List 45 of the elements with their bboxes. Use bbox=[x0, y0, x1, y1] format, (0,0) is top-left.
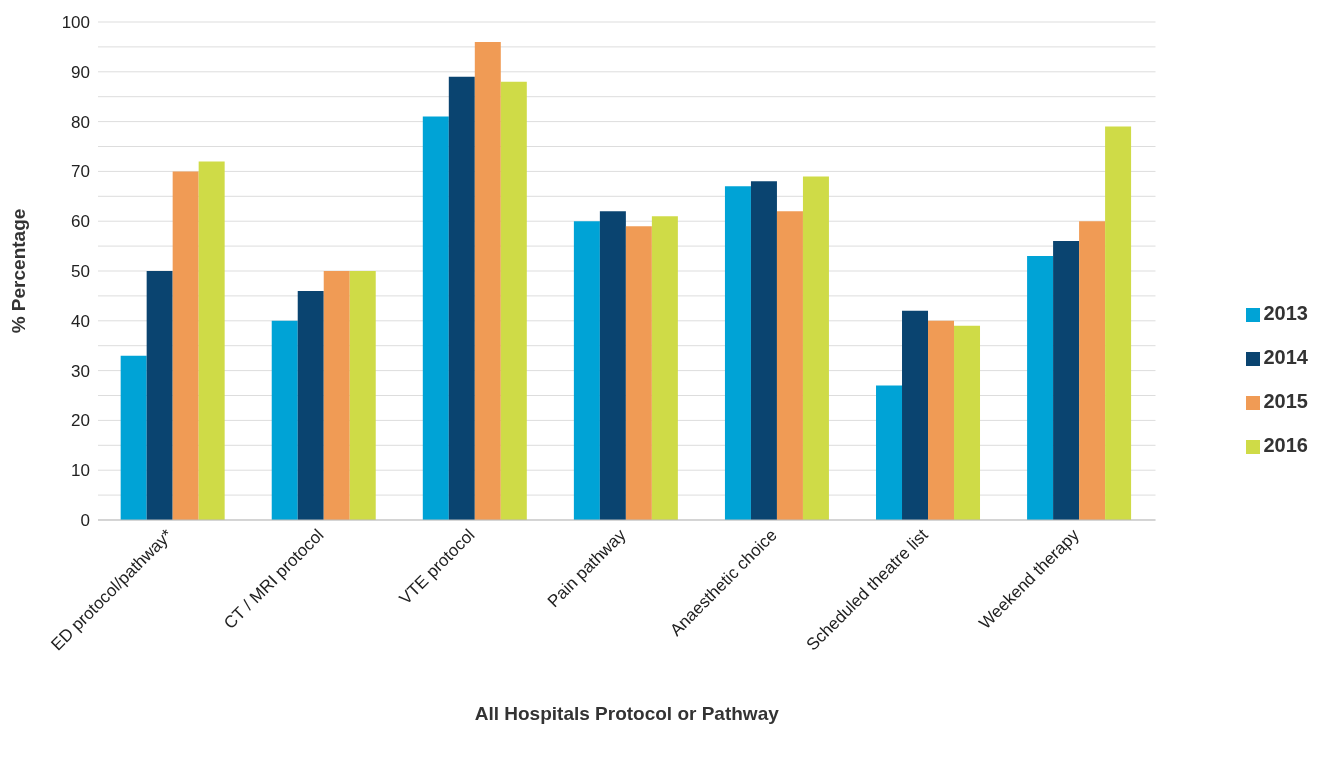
bar bbox=[1105, 126, 1132, 520]
bar bbox=[146, 271, 173, 520]
bar bbox=[1027, 256, 1054, 520]
bar bbox=[1053, 241, 1080, 520]
legend-label: 2014 bbox=[1263, 346, 1308, 368]
legend-label: 2016 bbox=[1263, 434, 1308, 456]
y-tick-label: 0 bbox=[80, 511, 90, 531]
bar bbox=[724, 186, 751, 520]
bar bbox=[954, 325, 981, 520]
y-tick-label: 60 bbox=[71, 212, 90, 232]
y-tick-label: 100 bbox=[61, 13, 90, 33]
bar bbox=[876, 385, 903, 520]
bar bbox=[474, 41, 501, 520]
bar bbox=[120, 355, 147, 520]
bar bbox=[271, 320, 298, 520]
bar bbox=[625, 226, 652, 520]
y-tick-label: 80 bbox=[71, 112, 90, 132]
bar bbox=[651, 216, 678, 520]
y-axis-title: % Percentage bbox=[7, 208, 29, 334]
x-axis-title: All Hospitals Protocol or Pathway bbox=[474, 703, 780, 724]
y-tick-label: 30 bbox=[71, 361, 90, 381]
y-tick-label: 70 bbox=[71, 162, 90, 182]
bar bbox=[750, 181, 777, 520]
y-tick-label: 90 bbox=[71, 62, 90, 82]
bar bbox=[928, 320, 955, 520]
bar bbox=[349, 271, 376, 520]
bar bbox=[198, 161, 225, 520]
bar bbox=[448, 76, 475, 520]
y-tick-label: 50 bbox=[71, 262, 90, 282]
y-tick-label: 40 bbox=[71, 311, 90, 331]
bar bbox=[573, 221, 600, 520]
bar bbox=[599, 211, 626, 520]
y-tick-label: 10 bbox=[71, 461, 90, 481]
bar bbox=[1079, 221, 1106, 520]
bar bbox=[297, 290, 324, 520]
bar bbox=[500, 81, 527, 520]
legend-label: 2013 bbox=[1263, 302, 1308, 324]
bar bbox=[902, 310, 929, 520]
bar bbox=[422, 116, 449, 520]
y-tick-label: 20 bbox=[71, 411, 90, 431]
legend-label: 2015 bbox=[1263, 390, 1308, 412]
bar bbox=[323, 271, 350, 520]
bar bbox=[802, 176, 829, 520]
bar bbox=[776, 211, 803, 520]
bar bbox=[172, 171, 199, 520]
